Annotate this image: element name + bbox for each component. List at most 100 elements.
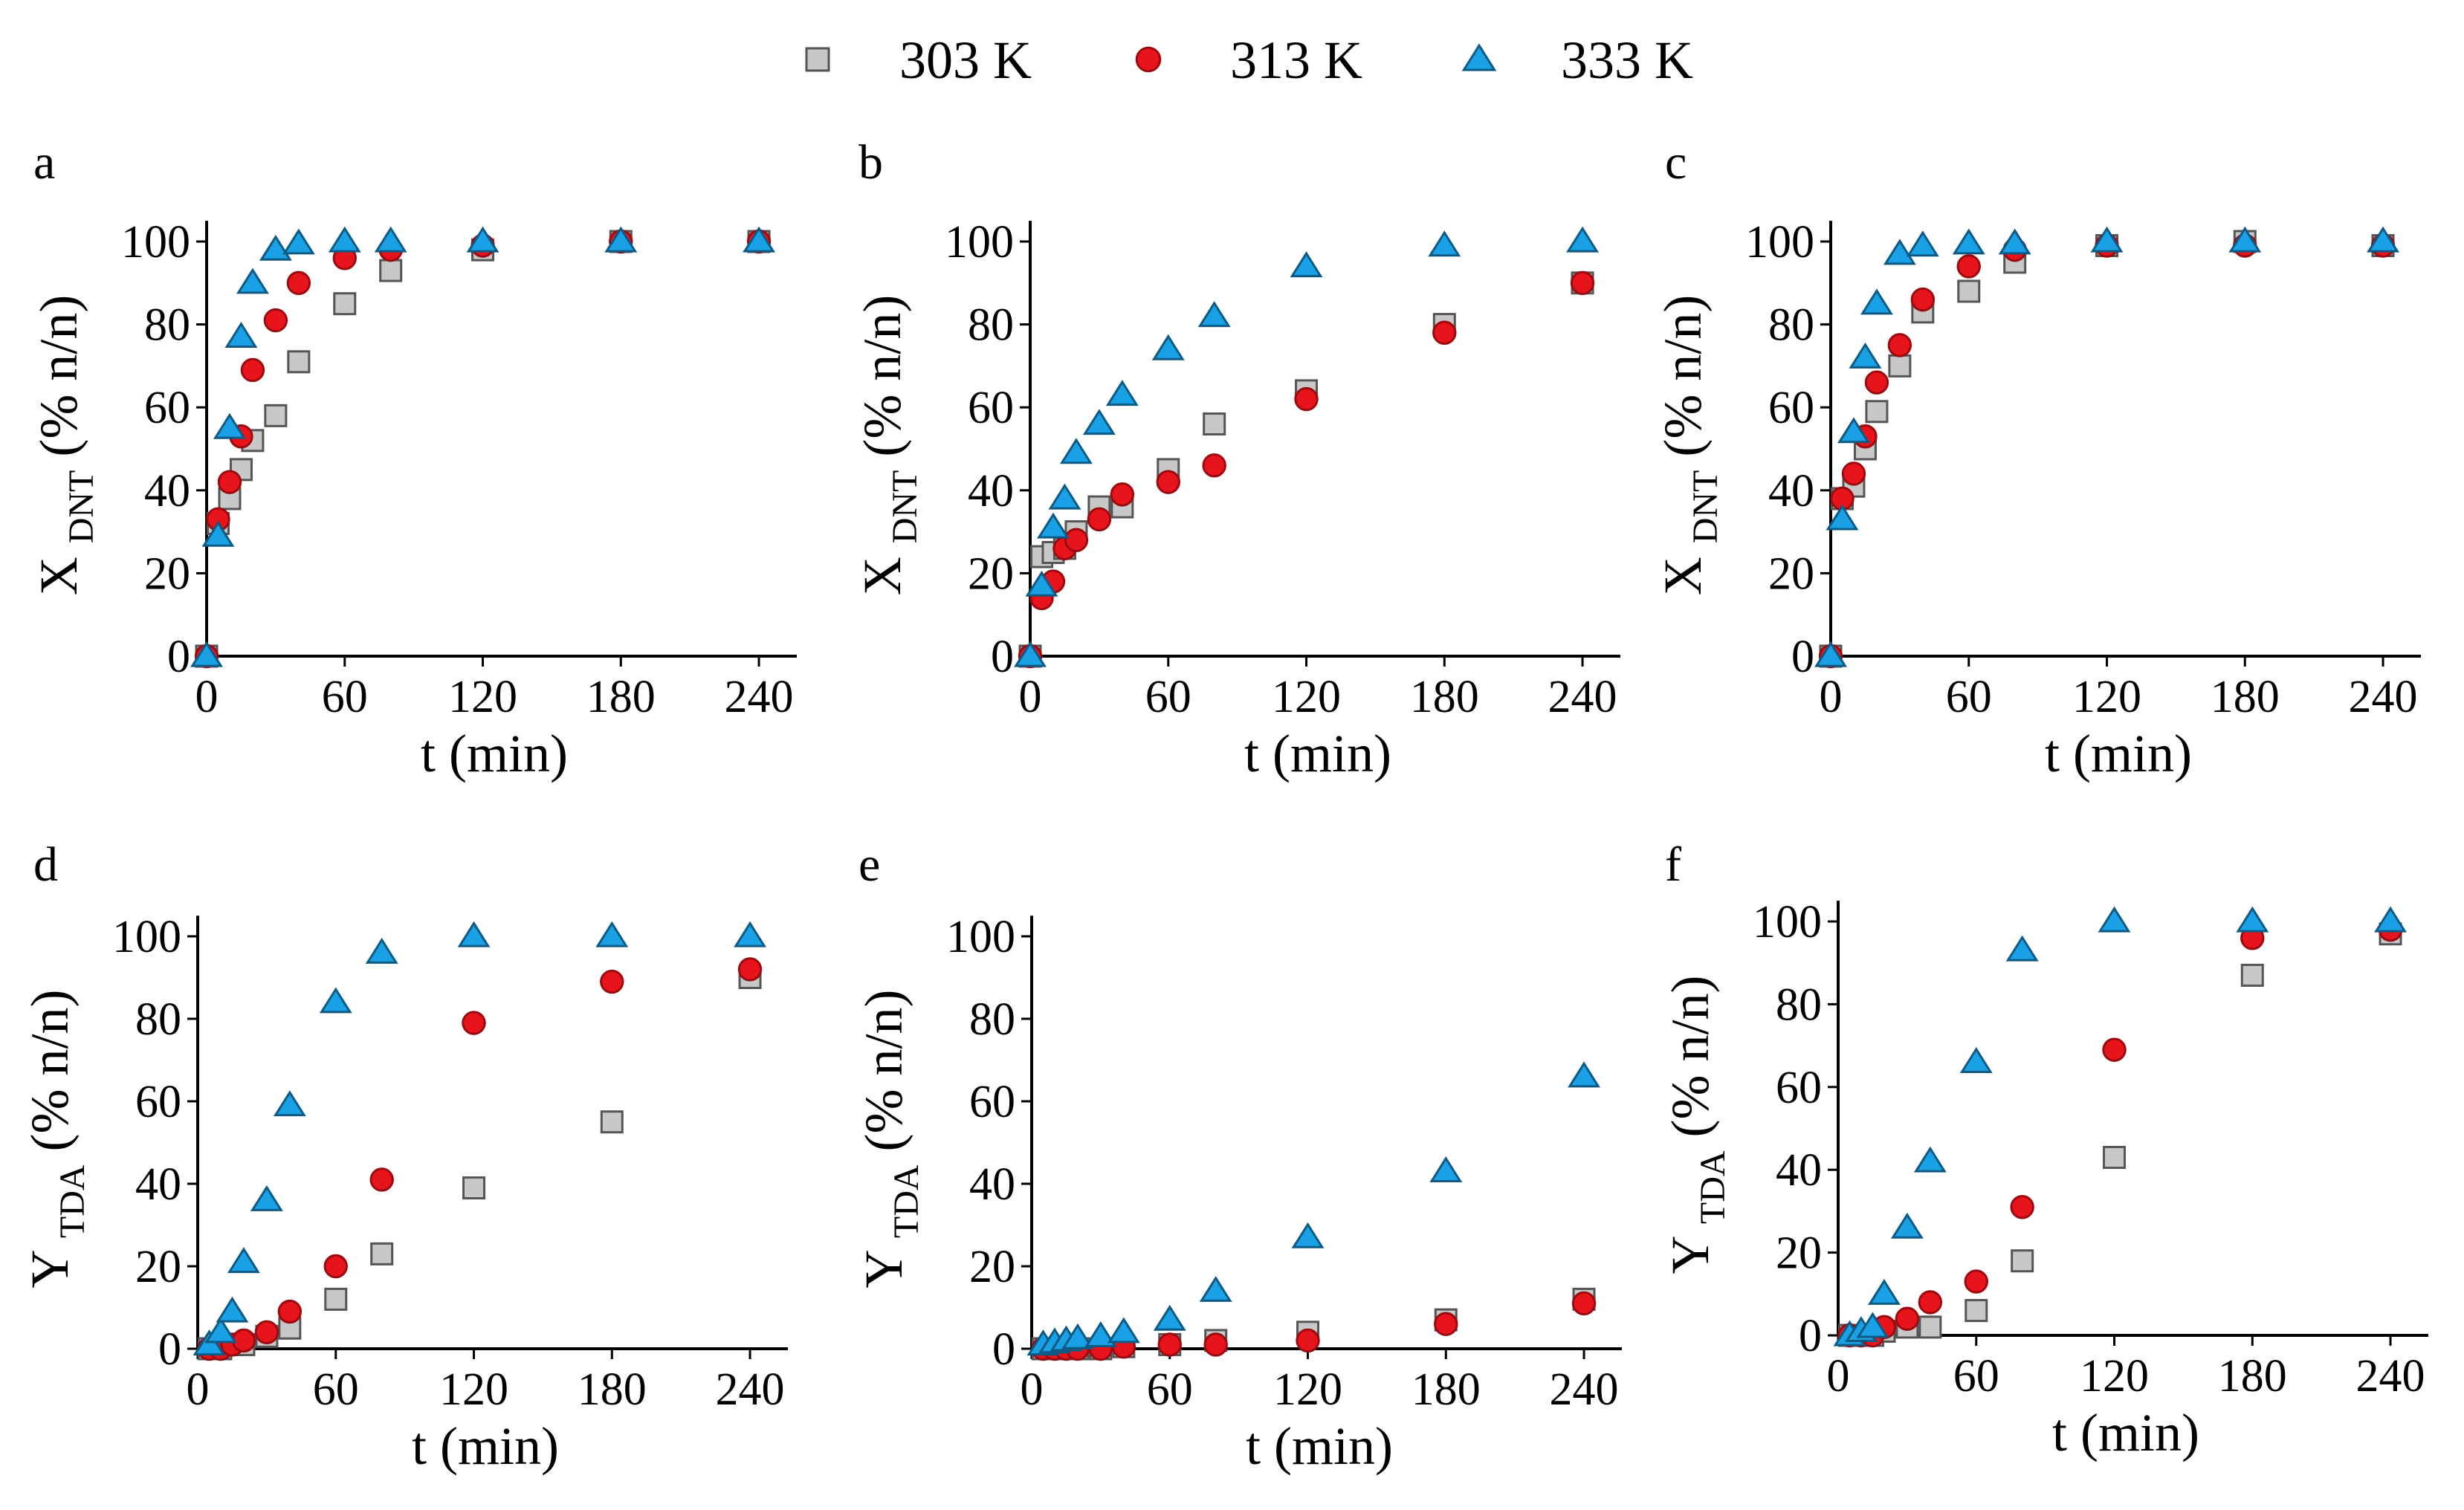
data-point-313k bbox=[277, 1299, 303, 1324]
data-point-333k bbox=[1913, 1146, 1947, 1173]
series-303k bbox=[1819, 230, 2395, 668]
y-tick-label: 100 bbox=[112, 912, 181, 962]
data-point-313k bbox=[1203, 1332, 1228, 1357]
data-point-303k bbox=[379, 259, 403, 282]
x-tick-label: 120 bbox=[1272, 672, 1341, 722]
data-point-333k bbox=[282, 228, 315, 255]
data-point-303k bbox=[1918, 1315, 1942, 1339]
data-point-303k bbox=[370, 1242, 394, 1266]
x-tick-label: 240 bbox=[1548, 672, 1617, 722]
y-tick-label: 40 bbox=[968, 466, 1014, 516]
data-point-313k bbox=[323, 1254, 348, 1279]
y-tick-label: 0 bbox=[1791, 632, 1814, 682]
y-axis-title-subscript: DNT bbox=[1686, 470, 1725, 544]
data-point-313k bbox=[286, 270, 311, 295]
y-tick-label: 60 bbox=[968, 383, 1014, 433]
data-point-303k bbox=[1203, 412, 1226, 436]
legend-marker-333k bbox=[1461, 43, 1497, 71]
data-point-333k bbox=[374, 226, 407, 253]
data-point-313k bbox=[1064, 528, 1089, 552]
data-point-333k bbox=[2374, 906, 2408, 933]
data-point-333k bbox=[365, 937, 398, 964]
data-point-303k bbox=[600, 1110, 624, 1134]
data-point-313k bbox=[1087, 507, 1112, 532]
y-tick-label: 100 bbox=[121, 217, 190, 268]
y-tick-label: 20 bbox=[144, 548, 190, 599]
y-tick-label: 80 bbox=[969, 994, 1015, 1045]
data-point-303k bbox=[2103, 1145, 2127, 1169]
y-axis-title-subscript: TDA bbox=[53, 1164, 92, 1238]
data-point-313k bbox=[1434, 1312, 1458, 1336]
data-point-333k bbox=[2098, 906, 2131, 933]
panel-f: f 0 60 120 180 240 0 20 40 60 80 100 t (min) Y TDA (%… bbox=[1661, 837, 2428, 1462]
data-point-303k bbox=[1957, 279, 1981, 303]
y-tick-label: 80 bbox=[968, 300, 1014, 351]
legend: 303 K 313 K 333 K bbox=[805, 30, 1693, 90]
y-axis-title-subscript: TDA bbox=[1693, 1150, 1733, 1224]
x-tick-label: 180 bbox=[2218, 1351, 2287, 1402]
x-tick-label: 0 bbox=[1021, 1364, 1044, 1415]
x-axis-title: t (min) bbox=[1244, 724, 1391, 783]
x-tick-label: 60 bbox=[1946, 672, 1992, 722]
data-point-333k bbox=[2236, 906, 2269, 933]
panel-a: a 0 60 120 180 240 0 20 40 60 80 100 t (min) X DNT (%… bbox=[29, 135, 797, 783]
data-point-303k bbox=[2240, 963, 2264, 987]
y-axis-title-subscript: TDA bbox=[887, 1164, 926, 1238]
y-tick-label: 100 bbox=[1745, 217, 1814, 268]
y-axis-title-unit: (% n/n) bbox=[20, 990, 80, 1165]
y-tick-label: 60 bbox=[144, 383, 190, 433]
x-tick-label: 180 bbox=[1412, 1364, 1481, 1415]
data-point-313k bbox=[1110, 482, 1135, 507]
data-point-333k bbox=[1291, 1222, 1325, 1248]
y-tick-label: 100 bbox=[1753, 897, 1822, 947]
y-tick-label: 80 bbox=[1768, 300, 1814, 351]
data-point-333k bbox=[1105, 380, 1139, 406]
y-axis-title: X DNT (% n/n) bbox=[29, 295, 101, 596]
x-tick-label: 180 bbox=[1410, 672, 1479, 722]
legend-label-313k: 313 K bbox=[1230, 30, 1362, 90]
series-333k bbox=[190, 226, 776, 667]
data-point-333k bbox=[1837, 417, 1870, 444]
data-point-313k bbox=[1964, 1269, 1988, 1294]
data-point-313k bbox=[2010, 1195, 2034, 1219]
data-point-313k bbox=[369, 1167, 394, 1192]
series-333k bbox=[1014, 226, 1600, 667]
data-point-313k bbox=[1571, 1291, 1597, 1316]
x-tick-label: 240 bbox=[716, 1364, 785, 1415]
y-axis-title-unit: (% n/n) bbox=[29, 295, 88, 470]
series-303k bbox=[1018, 271, 1594, 668]
y-tick-label: 20 bbox=[969, 1242, 1015, 1292]
y-tick-label: 20 bbox=[135, 1242, 181, 1292]
data-point-313k bbox=[1432, 320, 1457, 345]
y-tick-label: 40 bbox=[135, 1159, 181, 1210]
data-point-313k bbox=[1956, 254, 1981, 279]
panel-letter-e: e bbox=[858, 837, 880, 892]
series-333k bbox=[1026, 1061, 1601, 1356]
data-point-303k bbox=[2011, 1249, 2034, 1273]
series-313k bbox=[1818, 233, 2396, 669]
legend-label-333k: 333 K bbox=[1561, 30, 1693, 90]
x-axis-title: t (min) bbox=[1246, 1416, 1393, 1476]
x-tick-label: 240 bbox=[2356, 1351, 2425, 1402]
data-point-333k bbox=[259, 234, 292, 261]
data-point-303k bbox=[264, 404, 288, 427]
data-point-313k bbox=[1918, 1290, 1943, 1315]
data-point-333k bbox=[236, 268, 269, 294]
series-303k bbox=[195, 230, 771, 668]
y-tick-label: 100 bbox=[946, 912, 1015, 962]
y-axis-title-main: X bbox=[29, 543, 88, 595]
x-tick-label: 60 bbox=[1953, 1351, 1999, 1402]
series-313k bbox=[194, 229, 772, 669]
data-point-333k bbox=[1199, 1275, 1232, 1302]
data-point-313k bbox=[462, 1011, 486, 1035]
data-point-333k bbox=[1014, 641, 1047, 667]
data-point-333k bbox=[1814, 641, 1847, 667]
data-point-333k bbox=[1151, 334, 1185, 360]
data-point-333k bbox=[1048, 483, 1081, 510]
data-point-313k bbox=[263, 308, 288, 333]
data-point-313k bbox=[1864, 370, 1889, 395]
data-point-333k bbox=[1856, 1312, 1889, 1338]
panel-letter-b: b bbox=[858, 135, 883, 189]
x-tick-label: 240 bbox=[2349, 672, 2418, 722]
